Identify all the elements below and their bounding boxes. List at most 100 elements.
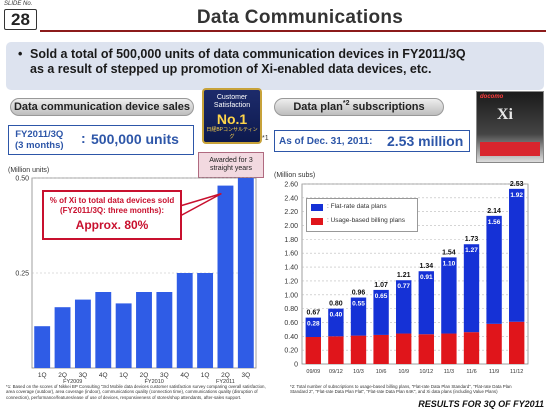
data-plan-pill-sup: *2 bbox=[342, 100, 350, 107]
device-sales-bar bbox=[197, 273, 214, 368]
badge-line-2: No.1 bbox=[216, 111, 248, 127]
flat-rate-value-label: 0.65 bbox=[375, 293, 388, 300]
device-sales-bar bbox=[74, 299, 91, 368]
flat-rate-bar bbox=[305, 317, 321, 337]
x-tick-label: 3Q bbox=[241, 372, 250, 379]
y-tick-label: 2.20 bbox=[284, 209, 298, 216]
total-value-label: 1.54 bbox=[442, 249, 456, 256]
x-tick-label: 1Q bbox=[119, 372, 128, 379]
left-footnote: *1: Based on the scores of Nikkei BP Con… bbox=[6, 384, 266, 400]
x-tick-label: 09/12 bbox=[329, 369, 343, 375]
flat-rate-bar bbox=[350, 297, 367, 336]
asof-date: As of Dec. 31, 2011 bbox=[279, 136, 370, 147]
y-tick-label: 1.00 bbox=[284, 292, 298, 299]
flat-rate-bar bbox=[486, 215, 502, 324]
fiscal-year-label: FY2009 bbox=[63, 379, 82, 385]
device-sales-colon: : bbox=[81, 130, 86, 146]
flat-rate-value-label: 1.56 bbox=[488, 219, 501, 226]
device-sales-bar bbox=[115, 303, 132, 368]
x-tick-label: 10/9 bbox=[398, 369, 409, 375]
right-units-label: (Million subs) bbox=[274, 172, 316, 179]
period-line-1: FY2011/3Q bbox=[15, 129, 64, 140]
y-tick-label: 2.00 bbox=[284, 223, 298, 230]
footer-title: RESULTS FOR 3Q OF FY2011 bbox=[418, 399, 544, 409]
flat-rate-bar bbox=[396, 280, 412, 334]
headline-box: • Sold a total of 500,000 units of data … bbox=[6, 42, 544, 90]
device-sales-bar bbox=[34, 326, 51, 368]
usage-based-bar bbox=[350, 335, 367, 364]
y-tick-label: 1.80 bbox=[284, 237, 298, 244]
slide-number: 28 bbox=[4, 9, 37, 30]
flat-rate-value-label: 1.92 bbox=[510, 192, 523, 199]
usage-based-bar bbox=[418, 334, 434, 364]
x-tick-label: 10/6 bbox=[376, 369, 387, 375]
device-sales-value: 500,000 units bbox=[91, 131, 179, 147]
customer-satisfaction-badge: Customer Satisfaction No.1 日経BPコンサルティング bbox=[202, 88, 262, 144]
legend-usage-label: : Usage-based billing plans bbox=[327, 217, 406, 224]
flat-rate-bar bbox=[418, 271, 434, 335]
legend-flat-label: : Flat-rate data plans bbox=[327, 203, 387, 210]
subscriptions-value: 2.53 million bbox=[387, 133, 464, 149]
badge-line-3: 日経BPコンサルティング bbox=[206, 127, 258, 140]
y-tick-label: 0.25 bbox=[15, 271, 29, 278]
x-tick-label: 11/9 bbox=[489, 369, 499, 375]
x-tick-label: 10/3 bbox=[353, 369, 364, 375]
total-value-label: 0.67 bbox=[306, 310, 320, 317]
device-sales-bar bbox=[136, 292, 152, 368]
docomo-logo: docomo bbox=[480, 94, 504, 100]
flat-rate-value-label: 0.40 bbox=[330, 312, 343, 319]
badge-line-1: Customer Satisfaction bbox=[213, 94, 251, 109]
x-tick-label: 4Q bbox=[180, 372, 189, 379]
total-value-label: 1.21 bbox=[397, 272, 411, 279]
total-value-label: 2.14 bbox=[487, 208, 501, 215]
data-plan-pill: Data plan*2 subscriptions bbox=[274, 98, 444, 116]
slide-label: SLIDE No. bbox=[4, 1, 33, 7]
page-title: Data Communications bbox=[196, 7, 404, 28]
usage-based-bar bbox=[486, 323, 502, 364]
y-tick-label: 1.60 bbox=[284, 251, 298, 258]
x-tick-label: 2Q bbox=[58, 372, 67, 379]
callout-value: Approx. 80% bbox=[75, 218, 149, 232]
device-sales-bar bbox=[54, 307, 71, 368]
device-sales-pill: Data communication device sales bbox=[10, 98, 194, 116]
total-value-label: 0.80 bbox=[329, 301, 343, 308]
y-tick-label: 0.20 bbox=[284, 348, 298, 355]
headline-line-1: Sold a total of 500,000 units of data co… bbox=[30, 47, 466, 61]
chart-legend: : Flat-rate data plans : Usage-based bil… bbox=[306, 198, 418, 232]
legend-usage-swatch bbox=[311, 218, 323, 225]
ad-strip bbox=[480, 142, 540, 156]
xi-logo: Xi bbox=[497, 106, 513, 123]
title-rule bbox=[40, 30, 546, 32]
flat-rate-value-label: 0.91 bbox=[420, 274, 433, 281]
flat-rate-value-label: 1.10 bbox=[443, 260, 456, 267]
asof-colon: : bbox=[369, 136, 373, 147]
bullet-icon: • bbox=[18, 47, 23, 61]
x-tick-label: 2Q bbox=[221, 372, 230, 379]
total-value-label: 1.07 bbox=[374, 282, 388, 289]
x-tick-label: 09/09 bbox=[306, 369, 320, 375]
device-sales-bar bbox=[217, 185, 234, 368]
x-tick-label: 3Q bbox=[160, 372, 169, 379]
left-units-label: (Million units) bbox=[8, 167, 50, 174]
y-tick-label: 0.50 bbox=[15, 176, 29, 183]
usage-based-bar bbox=[509, 321, 525, 364]
footnote-marker: *1 bbox=[262, 135, 269, 142]
x-tick-label: 3Q bbox=[79, 372, 88, 379]
callout-line-2: (FY2011/3Q: three months): bbox=[59, 206, 165, 215]
y-tick-label: 0.40 bbox=[284, 334, 298, 341]
usage-based-bar bbox=[328, 336, 344, 364]
y-tick-label: 2.40 bbox=[284, 195, 298, 202]
x-tick-label: 11/3 bbox=[444, 369, 454, 375]
usage-based-bar bbox=[305, 337, 321, 364]
flat-rate-bar bbox=[509, 188, 525, 322]
y-tick-label: 0 bbox=[294, 362, 298, 369]
x-tick-label: 11/6 bbox=[466, 369, 476, 375]
device-sales-bar bbox=[156, 292, 173, 368]
asof-label: As of Dec. 31, 2011: bbox=[279, 136, 372, 147]
fiscal-year-label: FY2010 bbox=[145, 379, 164, 385]
headline-line-2: as a result of stepped up promotion of X… bbox=[30, 62, 432, 76]
total-value-label: 2.53 bbox=[510, 181, 524, 188]
flat-rate-bar bbox=[328, 308, 344, 337]
x-tick-label: 1Q bbox=[201, 372, 210, 379]
data-plan-pill-text: Data plan bbox=[293, 101, 343, 113]
